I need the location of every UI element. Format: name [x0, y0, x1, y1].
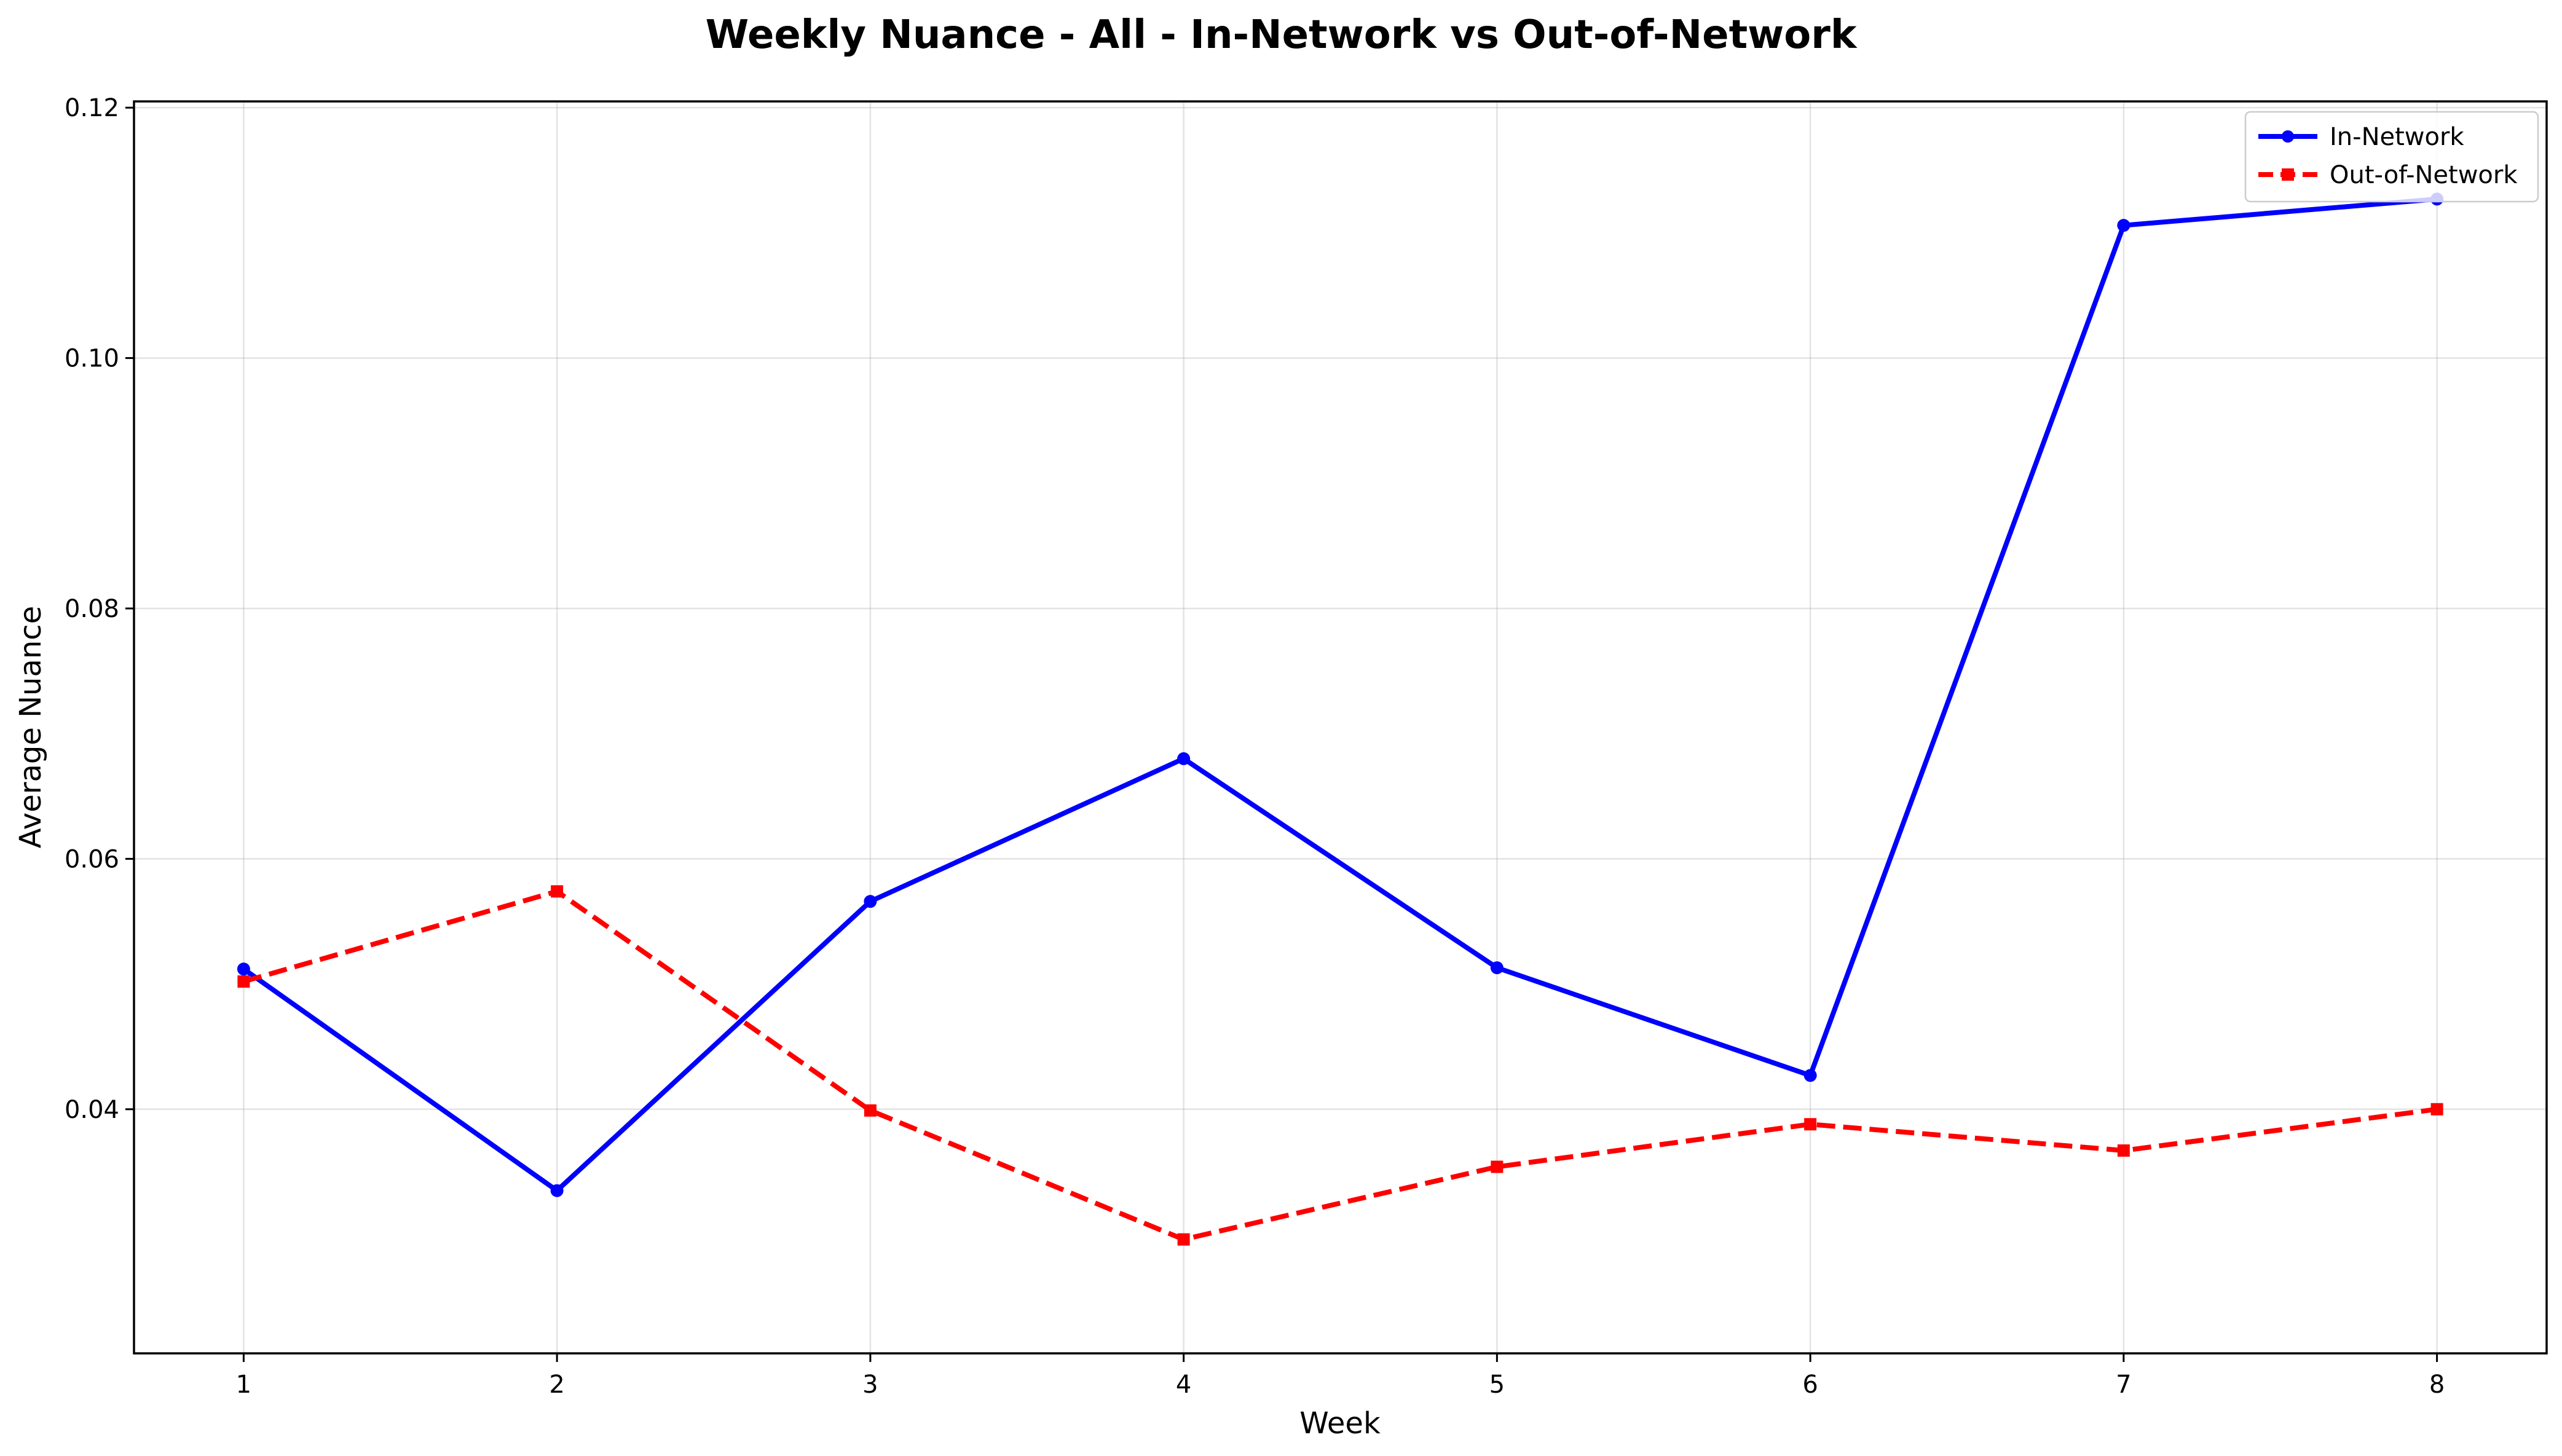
data-point-out-of-network [1177, 1233, 1190, 1246]
series-line-out-of-network [243, 889, 2438, 1242]
legend-label-out-of-network: Out-of-Network [2330, 161, 2518, 189]
data-point-in-network [1490, 961, 1504, 975]
data-point-in-network [864, 895, 877, 908]
legend: In-Network Out-of-Network [2244, 111, 2539, 203]
series-line-in-network [242, 196, 2437, 1194]
x-axis: 1 2 3 4 5 6 7 8 [236, 1353, 2445, 1399]
x-tick-label: 3 [862, 1371, 878, 1399]
x-tick-label: 8 [2429, 1371, 2445, 1399]
data-point-in-network [550, 1184, 564, 1197]
x-tick-label: 5 [1489, 1371, 1505, 1399]
x-tick-label: 6 [1802, 1371, 1818, 1399]
chart-title: Weekly Nuance - All - In-Network vs Out-… [706, 12, 1858, 58]
data-point-in-network [1803, 1069, 1817, 1082]
y-tick-label: 0.10 [65, 345, 119, 373]
data-point-out-of-network [2117, 1144, 2130, 1157]
legend-box [2244, 111, 2539, 203]
data-point-in-network [1177, 752, 1191, 765]
x-tick-label: 7 [2116, 1371, 2131, 1399]
y-tick-label: 0.08 [65, 595, 119, 623]
y-axis-label: Average Nuance [14, 606, 48, 848]
y-axis: 0.04 0.06 0.08 0.10 0.12 [65, 94, 134, 1124]
data-point-in-network [2117, 219, 2130, 232]
data-point-out-of-network [1804, 1118, 1817, 1131]
series-layer [237, 192, 2444, 1246]
x-tick-label: 1 [236, 1371, 251, 1399]
x-tick-label: 2 [549, 1371, 564, 1399]
y-tick-label: 0.04 [65, 1096, 119, 1124]
y-tick-label: 0.06 [65, 845, 119, 873]
data-point-out-of-network [1491, 1160, 1504, 1173]
x-tick-label: 4 [1176, 1371, 1191, 1399]
x-axis-label: Week [1299, 1406, 1381, 1441]
legend-marker-in-network [2282, 130, 2294, 143]
legend-marker-out-of-network [2282, 168, 2294, 181]
grid [134, 101, 2547, 1353]
data-point-out-of-network [864, 1104, 877, 1117]
plot-frame [133, 100, 2548, 1355]
data-point-out-of-network [2430, 1103, 2443, 1116]
data-point-in-network [237, 962, 250, 976]
legend-label-in-network: In-Network [2330, 123, 2464, 151]
data-point-out-of-network [551, 885, 564, 898]
y-tick-label: 0.12 [65, 94, 119, 122]
data-point-out-of-network [237, 975, 250, 988]
